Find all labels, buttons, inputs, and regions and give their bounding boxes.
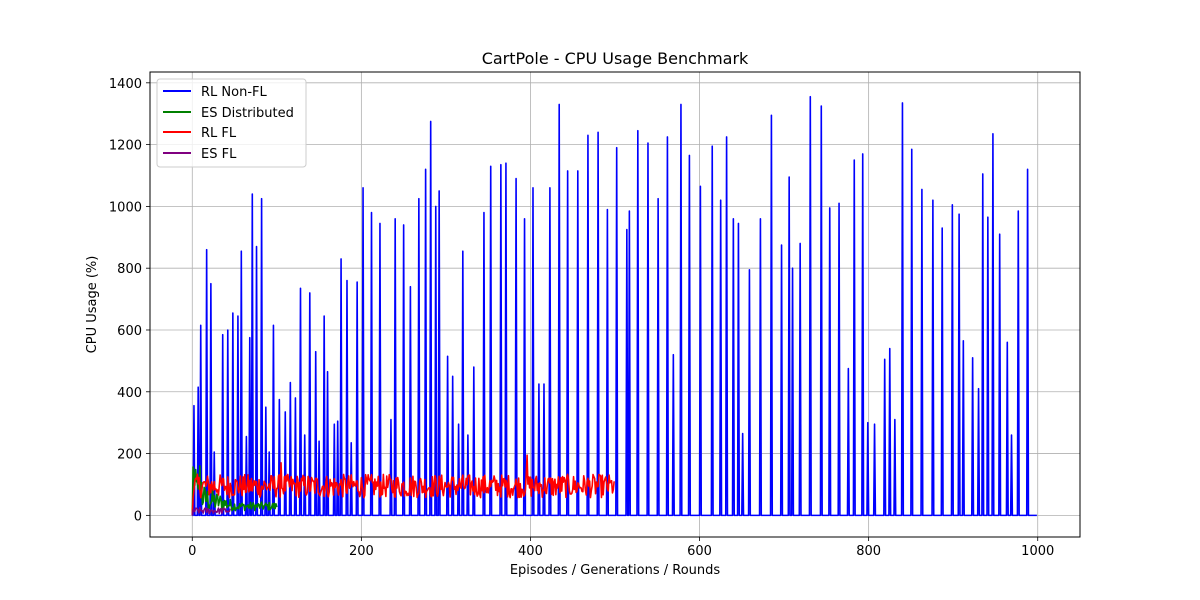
series-line-es-fl xyxy=(191,506,232,516)
legend: RL Non-FL ES Distributed RL FL ES FL xyxy=(156,78,307,168)
y-tick-label: 400 xyxy=(117,386,142,401)
y-tick-label: 1000 xyxy=(109,200,142,215)
y-tick-label: 1200 xyxy=(109,139,142,154)
chart-title: CartPole - CPU Usage Benchmark xyxy=(482,49,749,68)
series-line-rl-fl xyxy=(191,454,615,516)
x-tick-label: 400 xyxy=(518,544,543,559)
legend-box xyxy=(156,78,307,168)
series-layer xyxy=(191,95,1037,517)
y-tick-label: 0 xyxy=(134,509,142,524)
legend-label-rl-non-fl: RL Non-FL xyxy=(201,85,267,100)
x-tick-label: 1000 xyxy=(1021,544,1054,559)
y-axis-label: CPU Usage (%) xyxy=(85,256,100,354)
legend-label-es-fl: ES FL xyxy=(201,147,237,162)
series-line-es-distributed xyxy=(191,465,278,516)
y-tick-label: 600 xyxy=(117,324,142,339)
x-tick-label: 800 xyxy=(856,544,881,559)
series-line-rl-non-fl xyxy=(192,95,1037,517)
x-axis-label: Episodes / Generations / Rounds xyxy=(510,563,721,578)
tick-layer: 0 200 400 600 800 1000 0 200 400 600 800 1000 1200 14… xyxy=(109,77,1054,559)
y-tick-label: 1400 xyxy=(109,77,142,92)
legend-label-es-distributed: ES Distributed xyxy=(201,106,294,121)
plot-frame xyxy=(149,71,1081,538)
legend-label-rl-fl: RL FL xyxy=(201,126,237,141)
x-tick-label: 600 xyxy=(687,544,712,559)
y-tick-label: 800 xyxy=(117,262,142,277)
x-tick-label: 200 xyxy=(349,544,374,559)
x-tick-label: 0 xyxy=(188,544,196,559)
y-tick-label: 200 xyxy=(117,448,142,463)
